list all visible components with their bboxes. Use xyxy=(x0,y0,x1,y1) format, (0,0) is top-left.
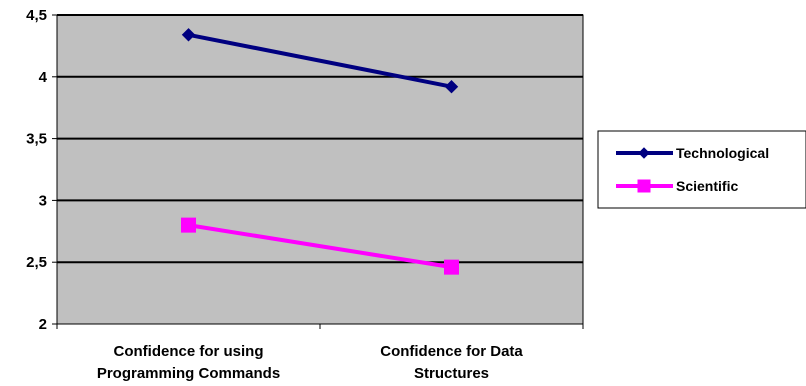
legend-box xyxy=(597,130,806,209)
x-category-label: Confidence for using xyxy=(114,343,264,360)
data-point xyxy=(444,79,459,94)
x-category-label: Confidence for Data xyxy=(380,343,523,360)
plot-area xyxy=(56,14,584,325)
series-scientific xyxy=(181,217,459,275)
series-line xyxy=(188,223,452,270)
data-point xyxy=(181,217,196,233)
y-tick-label: 3 xyxy=(39,192,47,209)
series-technological xyxy=(181,28,459,94)
y-tick-label: 2 xyxy=(39,316,47,333)
data-point xyxy=(181,28,196,42)
x-axis: Confidence for using Programming Commands… xyxy=(56,324,584,382)
gridlines xyxy=(57,14,583,264)
legend-marker xyxy=(637,179,651,193)
y-axis: 2 2,5 3 3,5 4 4,5 xyxy=(26,7,57,333)
legend-items: Technological Scientific xyxy=(616,145,769,194)
legend-entry: Scientific xyxy=(616,178,738,194)
legend-label: Scientific xyxy=(676,178,738,194)
legend: Technological Scientific xyxy=(597,130,806,209)
series-group xyxy=(181,28,459,275)
series-line xyxy=(188,32,452,89)
x-category-label: Programming Commands xyxy=(97,365,280,382)
data-point xyxy=(444,259,459,275)
x-category-label: Structures xyxy=(414,365,489,382)
y-tick-label: 4 xyxy=(39,69,48,86)
legend-entry: Technological xyxy=(616,145,769,161)
legend-marker xyxy=(638,147,650,159)
legend-label: Technological xyxy=(676,145,769,161)
y-tick-label: 3,5 xyxy=(26,131,47,148)
y-tick-label: 4,5 xyxy=(26,7,47,24)
y-tick-label: 2,5 xyxy=(26,254,47,271)
